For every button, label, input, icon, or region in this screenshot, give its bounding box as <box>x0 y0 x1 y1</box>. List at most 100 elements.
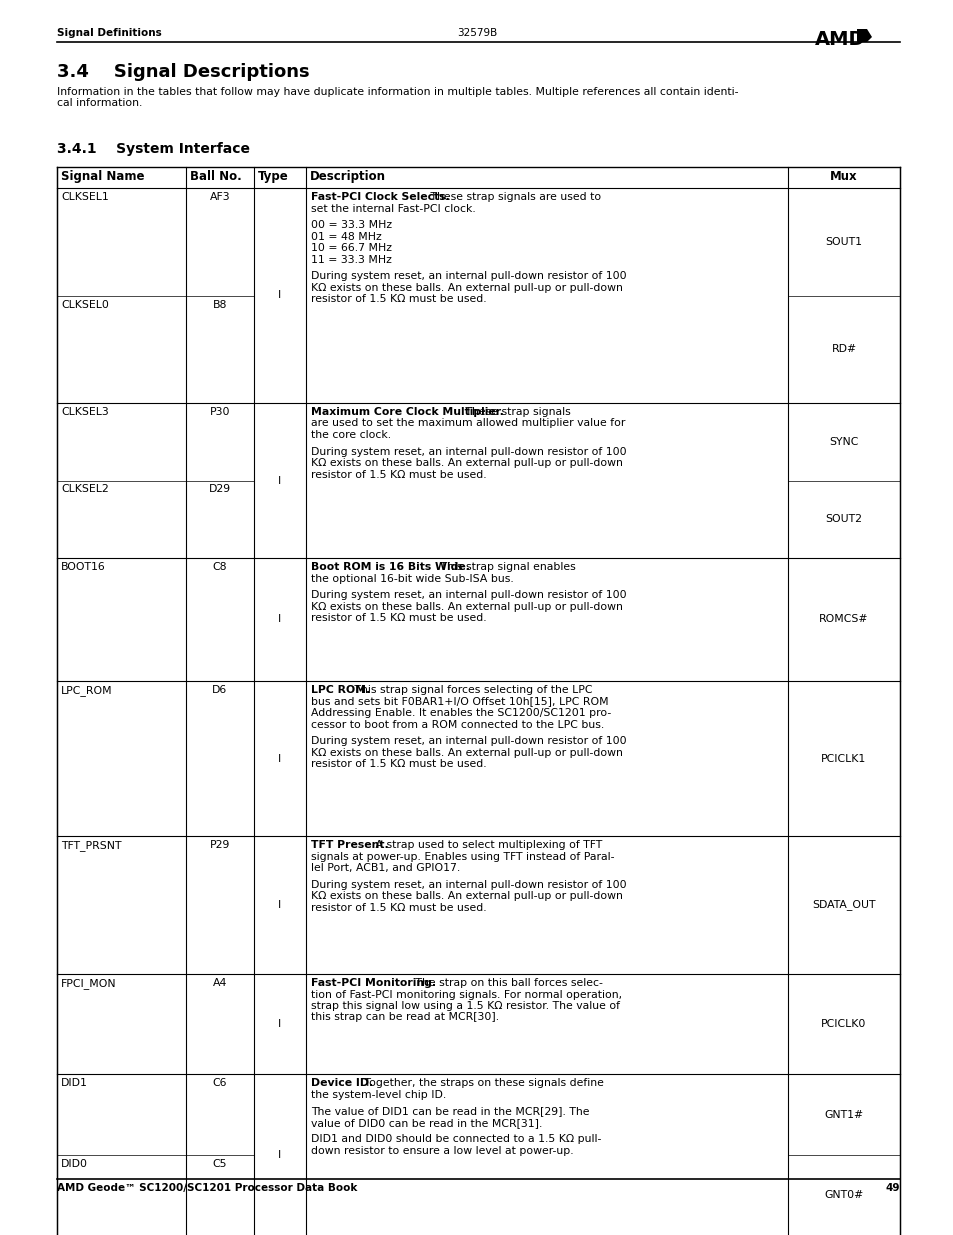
Text: P29: P29 <box>210 840 230 850</box>
Text: KΩ exists on these balls. An external pull-up or pull-down: KΩ exists on these balls. An external pu… <box>311 283 622 293</box>
Text: Boot ROM is 16 Bits Wide.: Boot ROM is 16 Bits Wide. <box>311 562 470 572</box>
Text: During system reset, an internal pull-down resistor of 100: During system reset, an internal pull-do… <box>311 272 626 282</box>
Text: A strap used to select multiplexing of TFT: A strap used to select multiplexing of T… <box>372 840 601 850</box>
Text: SYNC: SYNC <box>828 437 858 447</box>
Text: C5: C5 <box>213 1158 227 1170</box>
Text: CLKSEL1: CLKSEL1 <box>61 191 109 203</box>
Text: Signal Name: Signal Name <box>61 170 144 183</box>
Text: LPC ROM.: LPC ROM. <box>311 685 370 695</box>
Text: Fast-PCI Clock Selects.: Fast-PCI Clock Selects. <box>311 191 450 203</box>
Text: TFT_PRSNT: TFT_PRSNT <box>61 840 121 851</box>
Text: AMD: AMD <box>814 30 864 49</box>
Text: signals at power-up. Enables using TFT instead of Paral-: signals at power-up. Enables using TFT i… <box>311 851 614 862</box>
Text: resistor of 1.5 KΩ must be used.: resistor of 1.5 KΩ must be used. <box>311 613 486 624</box>
Text: I: I <box>278 475 281 485</box>
Polygon shape <box>856 28 871 42</box>
Text: Signal Definitions: Signal Definitions <box>57 28 162 38</box>
Text: DID0: DID0 <box>61 1158 88 1170</box>
Text: A4: A4 <box>213 978 227 988</box>
Text: 3.4    Signal Descriptions: 3.4 Signal Descriptions <box>57 63 310 82</box>
Text: Description: Description <box>310 170 386 183</box>
Text: value of DID0 can be read in the MCR[31].: value of DID0 can be read in the MCR[31]… <box>311 1118 542 1128</box>
Text: CLKSEL3: CLKSEL3 <box>61 408 109 417</box>
Text: 00 = 33.3 MHz: 00 = 33.3 MHz <box>311 220 392 230</box>
Text: Type: Type <box>257 170 289 183</box>
Text: SOUT2: SOUT2 <box>824 514 862 524</box>
Text: 3.4.1    System Interface: 3.4.1 System Interface <box>57 142 250 156</box>
Text: ROMCS#: ROMCS# <box>819 615 868 625</box>
Text: C8: C8 <box>213 562 227 572</box>
Text: Ball No.: Ball No. <box>190 170 241 183</box>
Text: I: I <box>278 290 281 300</box>
Text: KΩ exists on these balls. An external pull-up or pull-down: KΩ exists on these balls. An external pu… <box>311 892 622 902</box>
Text: Together, the straps on these signals define: Together, the straps on these signals de… <box>361 1078 604 1088</box>
Text: the core clock.: the core clock. <box>311 430 391 440</box>
Text: resistor of 1.5 KΩ must be used.: resistor of 1.5 KΩ must be used. <box>311 469 486 479</box>
Text: BOOT16: BOOT16 <box>61 562 106 572</box>
Text: lel Port, ACB1, and GPIO17.: lel Port, ACB1, and GPIO17. <box>311 863 459 873</box>
Text: During system reset, an internal pull-down resistor of 100: During system reset, an internal pull-do… <box>311 447 626 457</box>
Text: CLKSEL0: CLKSEL0 <box>61 300 109 310</box>
Text: TFT Present.: TFT Present. <box>311 840 388 850</box>
Text: cessor to boot from a ROM connected to the LPC bus.: cessor to boot from a ROM connected to t… <box>311 720 603 730</box>
Text: I: I <box>278 1019 281 1029</box>
Text: bus and sets bit F0BAR1+I/O Offset 10h[15], LPC ROM: bus and sets bit F0BAR1+I/O Offset 10h[1… <box>311 697 608 706</box>
Text: Information in the tables that follow may have duplicate information in multiple: Information in the tables that follow ma… <box>57 86 738 98</box>
Text: Fast-PCI Monitoring.: Fast-PCI Monitoring. <box>311 978 436 988</box>
Text: resistor of 1.5 KΩ must be used.: resistor of 1.5 KΩ must be used. <box>311 294 486 304</box>
Text: I: I <box>278 615 281 625</box>
Text: 01 = 48 MHz: 01 = 48 MHz <box>311 232 381 242</box>
Text: I: I <box>278 1150 281 1160</box>
Text: SOUT1: SOUT1 <box>824 237 862 247</box>
Text: 32579B: 32579B <box>456 28 497 38</box>
Text: DID1 and DID0 should be connected to a 1.5 KΩ pull-: DID1 and DID0 should be connected to a 1… <box>311 1135 600 1145</box>
Polygon shape <box>866 28 871 37</box>
Text: resistor of 1.5 KΩ must be used.: resistor of 1.5 KΩ must be used. <box>311 903 486 913</box>
Text: Addressing Enable. It enables the SC1200/SC1201 pro-: Addressing Enable. It enables the SC1200… <box>311 708 611 718</box>
Text: GNT0#: GNT0# <box>823 1191 862 1200</box>
Text: SDATA_OUT: SDATA_OUT <box>811 899 875 910</box>
Text: I: I <box>278 753 281 763</box>
Text: the optional 16-bit wide Sub-ISA bus.: the optional 16-bit wide Sub-ISA bus. <box>311 573 514 583</box>
Text: this strap can be read at MCR[30].: this strap can be read at MCR[30]. <box>311 1013 498 1023</box>
Text: strap this signal low using a 1.5 KΩ resistor. The value of: strap this signal low using a 1.5 KΩ res… <box>311 1002 619 1011</box>
Text: This strap signal forces selecting of the LPC: This strap signal forces selecting of th… <box>351 685 592 695</box>
Text: Maximum Core Clock Multiplier.: Maximum Core Clock Multiplier. <box>311 408 503 417</box>
Text: I: I <box>278 900 281 910</box>
Text: D29: D29 <box>209 484 231 494</box>
Text: CLKSEL2: CLKSEL2 <box>61 484 109 494</box>
Text: P30: P30 <box>210 408 230 417</box>
Text: the system-level chip ID.: the system-level chip ID. <box>311 1089 446 1099</box>
Text: KΩ exists on these balls. An external pull-up or pull-down: KΩ exists on these balls. An external pu… <box>311 458 622 468</box>
Text: During system reset, an internal pull-down resistor of 100: During system reset, an internal pull-do… <box>311 879 626 889</box>
Text: AMD Geode™ SC1200/SC1201 Processor Data Book: AMD Geode™ SC1200/SC1201 Processor Data … <box>57 1183 357 1193</box>
Text: tion of Fast-PCI monitoring signals. For normal operation,: tion of Fast-PCI monitoring signals. For… <box>311 989 621 999</box>
Text: B8: B8 <box>213 300 227 310</box>
Text: set the internal Fast-PCI clock.: set the internal Fast-PCI clock. <box>311 204 476 214</box>
Text: The value of DID1 can be read in the MCR[29]. The: The value of DID1 can be read in the MCR… <box>311 1107 589 1116</box>
Text: D6: D6 <box>213 685 228 695</box>
Text: RD#: RD# <box>831 345 856 354</box>
Text: FPCI_MON: FPCI_MON <box>61 978 116 989</box>
Text: KΩ exists on these balls. An external pull-up or pull-down: KΩ exists on these balls. An external pu… <box>311 601 622 611</box>
Text: 11 = 33.3 MHz: 11 = 33.3 MHz <box>311 254 392 264</box>
Text: This strap signal enables: This strap signal enables <box>436 562 576 572</box>
Text: Mux: Mux <box>829 170 857 183</box>
Text: These strap signals: These strap signals <box>462 408 571 417</box>
Text: C6: C6 <box>213 1078 227 1088</box>
Text: 49: 49 <box>884 1183 899 1193</box>
Text: are used to set the maximum allowed multiplier value for: are used to set the maximum allowed mult… <box>311 419 625 429</box>
Text: During system reset, an internal pull-down resistor of 100: During system reset, an internal pull-do… <box>311 736 626 746</box>
Text: DID1: DID1 <box>61 1078 88 1088</box>
Text: KΩ exists on these balls. An external pull-up or pull-down: KΩ exists on these balls. An external pu… <box>311 747 622 758</box>
Text: PCICLK0: PCICLK0 <box>821 1019 865 1029</box>
Text: 10 = 66.7 MHz: 10 = 66.7 MHz <box>311 243 392 253</box>
Text: LPC_ROM: LPC_ROM <box>61 685 112 695</box>
Text: AF3: AF3 <box>210 191 230 203</box>
Text: During system reset, an internal pull-down resistor of 100: During system reset, an internal pull-do… <box>311 590 626 600</box>
Text: cal information.: cal information. <box>57 99 142 109</box>
Text: resistor of 1.5 KΩ must be used.: resistor of 1.5 KΩ must be used. <box>311 760 486 769</box>
Text: PCICLK1: PCICLK1 <box>821 753 865 763</box>
Text: Device ID.: Device ID. <box>311 1078 373 1088</box>
Text: GNT1#: GNT1# <box>823 1109 862 1119</box>
